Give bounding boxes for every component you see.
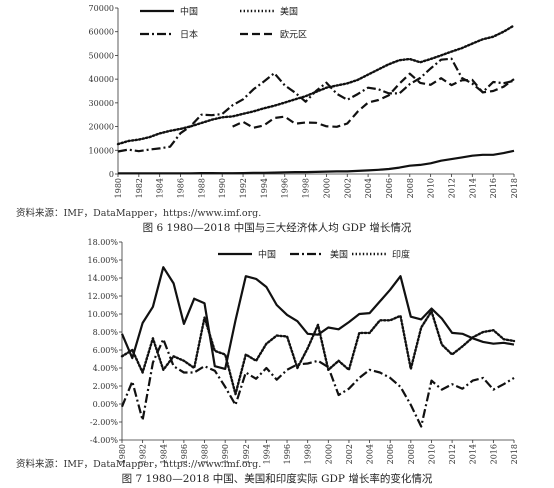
x-tick-label: 2018: [510, 444, 519, 464]
y-tick-label: 10000: [89, 146, 114, 155]
y-tick-label: 30000: [89, 99, 114, 108]
x-tick-label: 2006: [386, 444, 395, 464]
x-tick-label: 2004: [366, 444, 375, 464]
legend-label: 中国: [180, 6, 198, 18]
x-tick-label: 1996: [281, 178, 290, 198]
y-tick-label: 12.00%: [87, 292, 118, 301]
legend-label: 欧元区: [280, 29, 307, 41]
x-tick-label: 2008: [407, 444, 416, 464]
x-tick-label: 2012: [447, 178, 456, 198]
y-tick-label: 60000: [89, 28, 114, 37]
series-line-中国: [118, 149, 515, 175]
y-tick-label: 8.00%: [93, 328, 119, 337]
legend-label: 印度: [392, 249, 410, 261]
gdp-growth-rate-chart: -4.00% -2.00% 0.00% 2.00% 4.00% 6.00% 8.00% 10.…: [87, 238, 519, 464]
x-tick-label: 2012: [448, 444, 457, 464]
figure2-source: 资料来源：IMF，DataMapper，https://www.imf.org.: [16, 459, 262, 470]
y-tick-label: 16.00%: [87, 256, 118, 265]
y-tick-label: 70000: [89, 4, 114, 13]
x-tick-label: 2014: [469, 444, 478, 464]
x-tick-label: 2006: [385, 178, 394, 198]
x-tick-label: 1994: [262, 444, 271, 464]
y-tick-label: -4.00%: [90, 436, 119, 445]
series-line-中国: [120, 266, 515, 370]
y-tick-label: 40000: [89, 75, 114, 84]
series-line-美国: [120, 338, 515, 428]
y-tick-label: 14.00%: [87, 274, 118, 283]
x-tick-label: 2002: [343, 178, 352, 198]
x-tick-label: 2010: [427, 444, 436, 464]
y-tick-label: 18.00%: [87, 238, 118, 247]
x-tick-label: 2000: [324, 444, 333, 464]
x-tick-label: 1990: [218, 178, 227, 198]
series-line-欧元区: [232, 72, 515, 129]
figure2-caption: 图 7 1980—2018 中国、美国和印度实际 GDP 增长率的变化情况: [121, 473, 433, 485]
x-tick-label: 1992: [239, 178, 248, 198]
x-tick-label: 2016: [489, 444, 498, 464]
y-tick-label: 4.00%: [93, 364, 119, 373]
x-tick-label: 1980: [114, 178, 123, 198]
y-tick-label: 2.00%: [93, 382, 119, 391]
x-tick-label: 2014: [468, 178, 477, 198]
figure1-caption: 图 6 1980—2018 中国与三大经济体人均 GDP 增长情况: [142, 222, 412, 234]
x-tick-label: 1998: [302, 178, 311, 198]
x-tick-label: 1998: [304, 444, 313, 464]
series-line-日本: [117, 57, 515, 153]
x-tick-label: 1986: [177, 178, 186, 198]
x-tick-label: 1982: [139, 444, 148, 464]
y-tick-label: 6.00%: [93, 346, 119, 355]
x-tick-label: 1994: [260, 178, 269, 198]
y-tick-label: -2.00%: [90, 418, 119, 427]
x-tick-label: 1988: [197, 178, 206, 198]
x-tick-label: 1992: [242, 444, 251, 464]
x-tick-label: 2008: [406, 178, 415, 198]
x-tick-label: 1984: [156, 178, 165, 198]
figure1-source: 资料来源：IMF，DataMapper，https://www.imf.org.: [16, 208, 262, 219]
gdp-per-capita-chart: 0 10000 20000 30000 40000 50000 60000 70000 1980…: [89, 4, 519, 198]
x-tick-label: 1980: [118, 444, 127, 464]
legend-label: 美国: [280, 6, 298, 18]
x-tick-label: 2000: [322, 178, 331, 198]
y-tick-label: 0: [109, 170, 114, 179]
x-tick-label: 1982: [135, 178, 144, 198]
x-tick-label: 2010: [427, 178, 436, 198]
x-tick-label: 1996: [283, 444, 292, 464]
y-tick-label: 50000: [89, 51, 114, 60]
y-tick-label: 20000: [89, 123, 114, 132]
x-tick-label: 2016: [489, 178, 498, 198]
x-tick-label: 1984: [159, 444, 168, 464]
legend-label: 日本: [180, 29, 198, 41]
legend-label: 美国: [330, 249, 348, 261]
x-tick-label: 1988: [201, 444, 210, 464]
y-tick-label: 10.00%: [87, 310, 118, 319]
x-tick-label: 2004: [364, 178, 373, 198]
x-tick-label: 1986: [180, 444, 189, 464]
legend-label: 中国: [258, 249, 276, 261]
x-tick-label: 1990: [221, 444, 230, 464]
x-tick-label: 2018: [510, 178, 519, 198]
x-tick-label: 2002: [345, 444, 354, 464]
y-tick-label: 0.00%: [93, 400, 119, 409]
series-line-印度: [120, 310, 516, 396]
